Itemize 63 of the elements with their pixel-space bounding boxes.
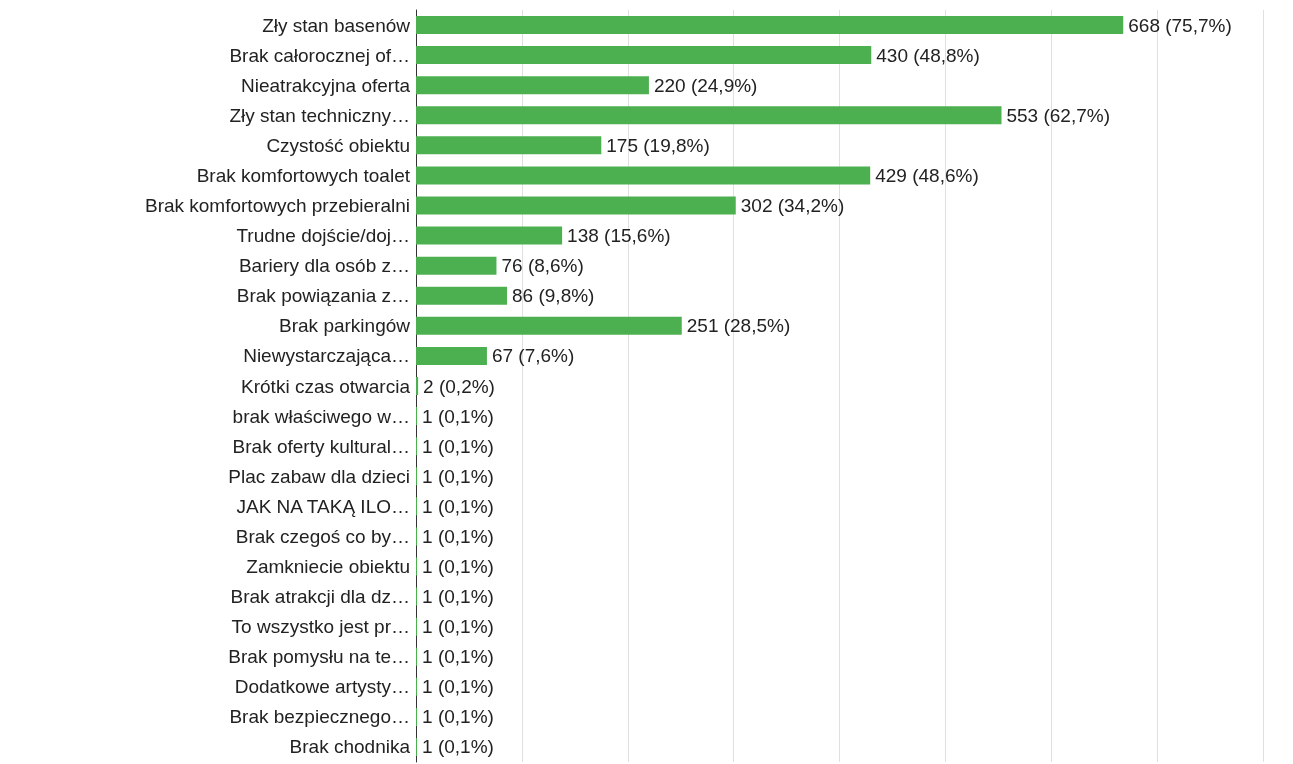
data-label: 86 (9,8%) xyxy=(512,285,595,307)
y-tick-label: Brak czegoś co by… xyxy=(235,525,410,547)
y-tick-label: Zły stan techniczny… xyxy=(229,104,410,126)
y-tick-label: Brak komfortowych toalet xyxy=(196,164,411,186)
bar xyxy=(416,316,682,335)
y-tick-label: Brak bezpiecznego… xyxy=(229,706,410,728)
y-tick-label: Plac zabaw dla dzieci xyxy=(228,465,410,487)
data-label: 553 (62,7%) xyxy=(1006,104,1110,126)
data-label: 1 (0,1%) xyxy=(422,706,494,728)
y-tick-label: Zamkniecie obiektu xyxy=(246,555,410,577)
y-tick-label: Trudne dojście/doj… xyxy=(236,225,410,247)
bar xyxy=(416,377,419,395)
data-label: 429 (48,6%) xyxy=(875,164,979,186)
y-tick-label: Bariery dla osób z… xyxy=(238,255,410,277)
y-tick-label: To wszystko jest pr… xyxy=(231,616,410,638)
y-tick-label: Zły stan basenów xyxy=(262,14,411,36)
data-label: 1 (0,1%) xyxy=(422,736,494,758)
y-tick-label: Brak powiązania z… xyxy=(236,285,410,307)
data-label: 1 (0,1%) xyxy=(422,586,494,608)
y-tick-label: brak właściwego w… xyxy=(232,405,410,427)
bar xyxy=(416,226,563,245)
y-tick-label: Niewystarczająca… xyxy=(243,345,410,367)
y-tick-label: Brak pomysłu na te… xyxy=(228,646,410,668)
data-label: 138 (15,6%) xyxy=(567,225,671,247)
data-label: 1 (0,1%) xyxy=(422,465,494,487)
data-label: 1 (0,1%) xyxy=(422,405,494,427)
data-label: 2 (0,2%) xyxy=(423,375,495,397)
bar xyxy=(416,46,872,65)
y-tick-label: Brak oferty kultural… xyxy=(232,435,410,457)
data-label: 302 (34,2%) xyxy=(740,195,845,217)
bar xyxy=(416,16,1124,35)
data-label: 1 (0,1%) xyxy=(422,435,494,457)
y-tick-label: JAK NA TAKĄ ILO… xyxy=(236,495,410,517)
y-tick-label: Nieatrakcyjna oferta xyxy=(241,74,411,96)
y-tick-label: Czystość obiektu xyxy=(266,134,410,156)
bar xyxy=(416,256,497,275)
y-tick-label: Brak parkingów xyxy=(279,315,411,337)
y-tick-label: Brak chodnika xyxy=(289,736,411,758)
data-label: 668 (75,7%) xyxy=(1128,14,1232,36)
bar xyxy=(416,136,602,155)
bar xyxy=(416,76,649,95)
data-label: 1 (0,1%) xyxy=(422,676,494,698)
y-tick-label: Dodatkowe artysty… xyxy=(234,676,410,698)
bar xyxy=(416,196,736,215)
data-label: 67 (7,6%) xyxy=(491,345,575,367)
y-tick-label: Brak atrakcji dla dz… xyxy=(230,586,410,608)
data-label: 220 (24,9%) xyxy=(653,74,758,96)
y-tick-label: Brak komfortowych przebieralni xyxy=(144,195,410,217)
bar xyxy=(416,286,508,305)
data-label: 430 (48,8%) xyxy=(876,44,980,66)
data-label: 1 (0,1%) xyxy=(422,555,494,577)
data-label: 76 (8,6%) xyxy=(501,255,584,277)
data-label: 251 (28,5%) xyxy=(686,315,791,337)
bar xyxy=(416,166,871,185)
bar xyxy=(416,106,1002,125)
data-label: 1 (0,1%) xyxy=(422,495,494,517)
data-label: 175 (19,8%) xyxy=(606,134,710,156)
data-label: 1 (0,1%) xyxy=(422,616,494,638)
data-label: 1 (0,1%) xyxy=(422,646,494,668)
data-label: 1 (0,1%) xyxy=(422,525,494,547)
bar xyxy=(416,346,487,365)
y-tick-label: Brak całorocznej of… xyxy=(229,44,410,66)
y-tick-label: Krótki czas otwarcia xyxy=(241,375,411,397)
